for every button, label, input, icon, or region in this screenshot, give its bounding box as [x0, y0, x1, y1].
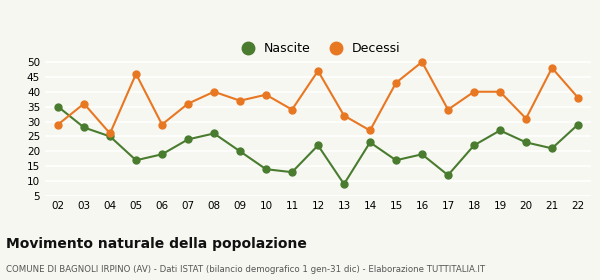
- Nascite: [289, 171, 296, 174]
- Decessi: [470, 90, 478, 94]
- Nascite: [470, 144, 478, 147]
- Decessi: [236, 99, 244, 102]
- Nascite: [262, 167, 269, 171]
- Nascite: [55, 105, 62, 108]
- Decessi: [158, 123, 166, 126]
- Decessi: [574, 96, 581, 99]
- Nascite: [133, 158, 140, 162]
- Nascite: [211, 132, 218, 135]
- Nascite: [523, 141, 530, 144]
- Decessi: [418, 60, 425, 64]
- Nascite: [340, 182, 347, 186]
- Line: Decessi: Decessi: [55, 59, 581, 137]
- Decessi: [548, 66, 556, 70]
- Legend: Nascite, Decessi: Nascite, Decessi: [230, 37, 406, 60]
- Decessi: [80, 102, 88, 105]
- Decessi: [211, 90, 218, 94]
- Nascite: [418, 153, 425, 156]
- Decessi: [445, 108, 452, 111]
- Decessi: [523, 117, 530, 120]
- Decessi: [106, 132, 113, 135]
- Nascite: [184, 138, 191, 141]
- Decessi: [289, 108, 296, 111]
- Nascite: [80, 126, 88, 129]
- Decessi: [392, 81, 400, 85]
- Nascite: [158, 153, 166, 156]
- Text: COMUNE DI BAGNOLI IRPINO (AV) - Dati ISTAT (bilancio demografico 1 gen-31 dic) -: COMUNE DI BAGNOLI IRPINO (AV) - Dati IST…: [6, 265, 485, 274]
- Decessi: [184, 102, 191, 105]
- Decessi: [367, 129, 374, 132]
- Nascite: [548, 147, 556, 150]
- Nascite: [574, 123, 581, 126]
- Decessi: [55, 123, 62, 126]
- Line: Nascite: Nascite: [55, 103, 581, 188]
- Nascite: [106, 135, 113, 138]
- Nascite: [445, 174, 452, 177]
- Nascite: [236, 150, 244, 153]
- Decessi: [133, 72, 140, 76]
- Decessi: [496, 90, 503, 94]
- Nascite: [496, 129, 503, 132]
- Decessi: [314, 69, 322, 73]
- Nascite: [392, 158, 400, 162]
- Decessi: [340, 114, 347, 117]
- Nascite: [367, 141, 374, 144]
- Nascite: [314, 144, 322, 147]
- Text: Movimento naturale della popolazione: Movimento naturale della popolazione: [6, 237, 307, 251]
- Decessi: [262, 93, 269, 96]
